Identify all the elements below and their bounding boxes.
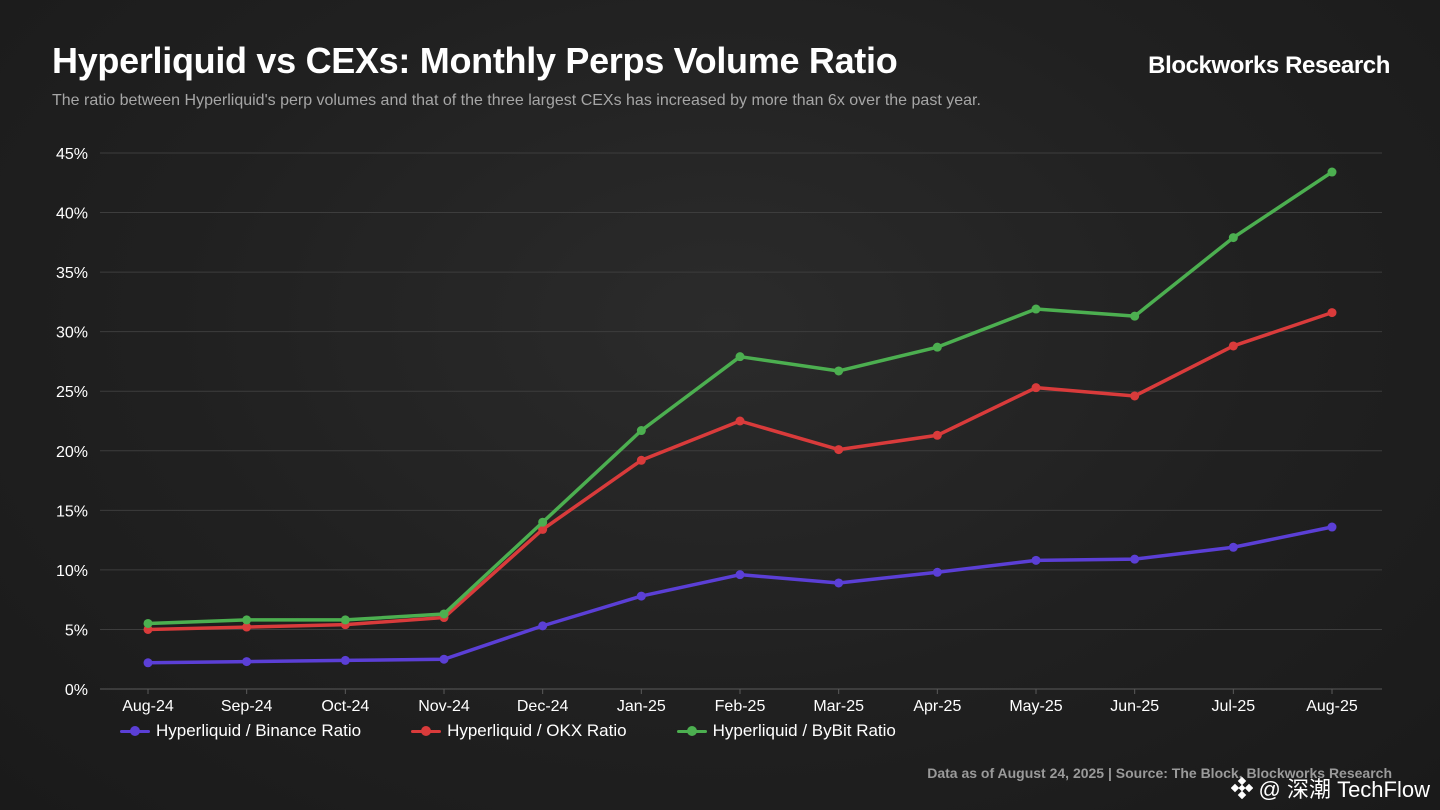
data-point (1130, 391, 1140, 401)
data-point (439, 609, 449, 619)
chart-subtitle: The ratio between Hyperliquid's perp vol… (52, 92, 981, 109)
x-axis-ticks: Aug-24 Sep-24 Oct-24 Nov-24 Dec-24 Jan-25 Feb-… (122, 689, 1358, 715)
legend-swatch (411, 723, 442, 739)
x-tick-label: Apr-25 (913, 698, 961, 715)
x-tick-label: Mar-25 (813, 698, 864, 715)
y-tick-label: 35% (56, 265, 88, 282)
series-lines (143, 167, 1337, 668)
y-tick-label: 20% (56, 444, 88, 461)
data-point (932, 342, 942, 352)
data-point (932, 567, 942, 577)
data-point (1327, 522, 1337, 532)
data-point (340, 615, 350, 625)
data-point (242, 622, 252, 632)
data-point (538, 621, 548, 631)
x-tick-label: Oct-24 (321, 698, 369, 715)
data-point (735, 352, 745, 362)
x-tick-label: Jun-25 (1110, 698, 1159, 715)
legend-label: Hyperliquid / OKX Ratio (447, 721, 627, 740)
data-point (636, 426, 646, 436)
data-point (1031, 383, 1041, 393)
legend-label: Hyperliquid / Binance Ratio (156, 721, 362, 740)
data-point (834, 445, 844, 455)
data-point (636, 591, 646, 601)
techflow-logo-icon (1230, 777, 1253, 799)
data-point (735, 570, 745, 580)
data-point (932, 430, 942, 440)
brand-logo-text: Blockworks Research (1148, 52, 1390, 79)
x-tick-label: Nov-24 (418, 698, 470, 715)
x-tick-label: Dec-24 (517, 698, 569, 715)
data-point (1327, 308, 1337, 318)
data-point (143, 618, 153, 628)
data-point (1031, 555, 1041, 565)
chart-title: Hyperliquid vs CEXs: Monthly Perps Volum… (52, 40, 898, 81)
y-tick-label: 45% (56, 146, 88, 163)
data-point (340, 655, 350, 665)
source-footnote: Data as of August 24, 2025 | Source: The… (927, 765, 1392, 781)
legend-item: Hyperliquid / OKX Ratio (411, 721, 627, 741)
data-point (538, 524, 548, 534)
y-axis-ticks: 0% 5% 10% 15% 20% 25% 30% 35% 40% 45% (56, 146, 88, 699)
data-point (735, 416, 745, 426)
watermark-text: @ 深潮 TechFlow (1258, 777, 1430, 802)
legend-swatch (676, 723, 707, 739)
data-point (1228, 542, 1238, 552)
x-tick-label: Aug-25 (1306, 698, 1358, 715)
legend-swatch (120, 723, 150, 739)
legend-item: Hyperliquid / ByBit Ratio (676, 721, 896, 741)
data-point (1228, 233, 1238, 243)
x-tick-label: May-25 (1009, 698, 1062, 715)
data-point (1130, 311, 1140, 321)
data-point (1327, 167, 1337, 177)
data-point (439, 654, 449, 664)
data-point (636, 455, 646, 465)
watermark: @ 深潮 TechFlow (1230, 772, 1430, 804)
data-point (1228, 341, 1238, 351)
data-point (242, 615, 252, 625)
y-tick-label: 25% (56, 384, 88, 401)
x-tick-label: Jul-25 (1212, 698, 1256, 715)
y-tick-label: 40% (56, 206, 88, 223)
gridlines (100, 152, 1382, 690)
data-point (1130, 554, 1140, 564)
y-tick-label: 10% (56, 563, 88, 580)
series-3 (143, 167, 1337, 628)
data-point (242, 657, 252, 667)
y-tick-label: 5% (65, 622, 88, 639)
series-1 (143, 522, 1337, 668)
y-tick-label: 15% (56, 503, 88, 520)
series-2 (143, 308, 1337, 634)
x-tick-label: Jan-25 (617, 698, 666, 715)
legend-item: Hyperliquid / Binance Ratio (120, 721, 361, 741)
series-line (146, 525, 1334, 665)
x-tick-label: Aug-24 (122, 698, 174, 715)
data-point (834, 578, 844, 588)
data-point (538, 517, 548, 527)
legend-label: Hyperliquid / ByBit Ratio (712, 721, 896, 740)
data-point (143, 658, 153, 668)
data-point (834, 366, 844, 376)
data-point (1031, 304, 1041, 314)
y-tick-label: 0% (65, 682, 88, 699)
chart-legend: Hyperliquid / Binance Ratio Hyperliquid /… (120, 719, 946, 743)
y-tick-label: 30% (56, 325, 88, 342)
x-tick-label: Feb-25 (715, 698, 766, 715)
x-tick-label: Sep-24 (221, 698, 273, 715)
